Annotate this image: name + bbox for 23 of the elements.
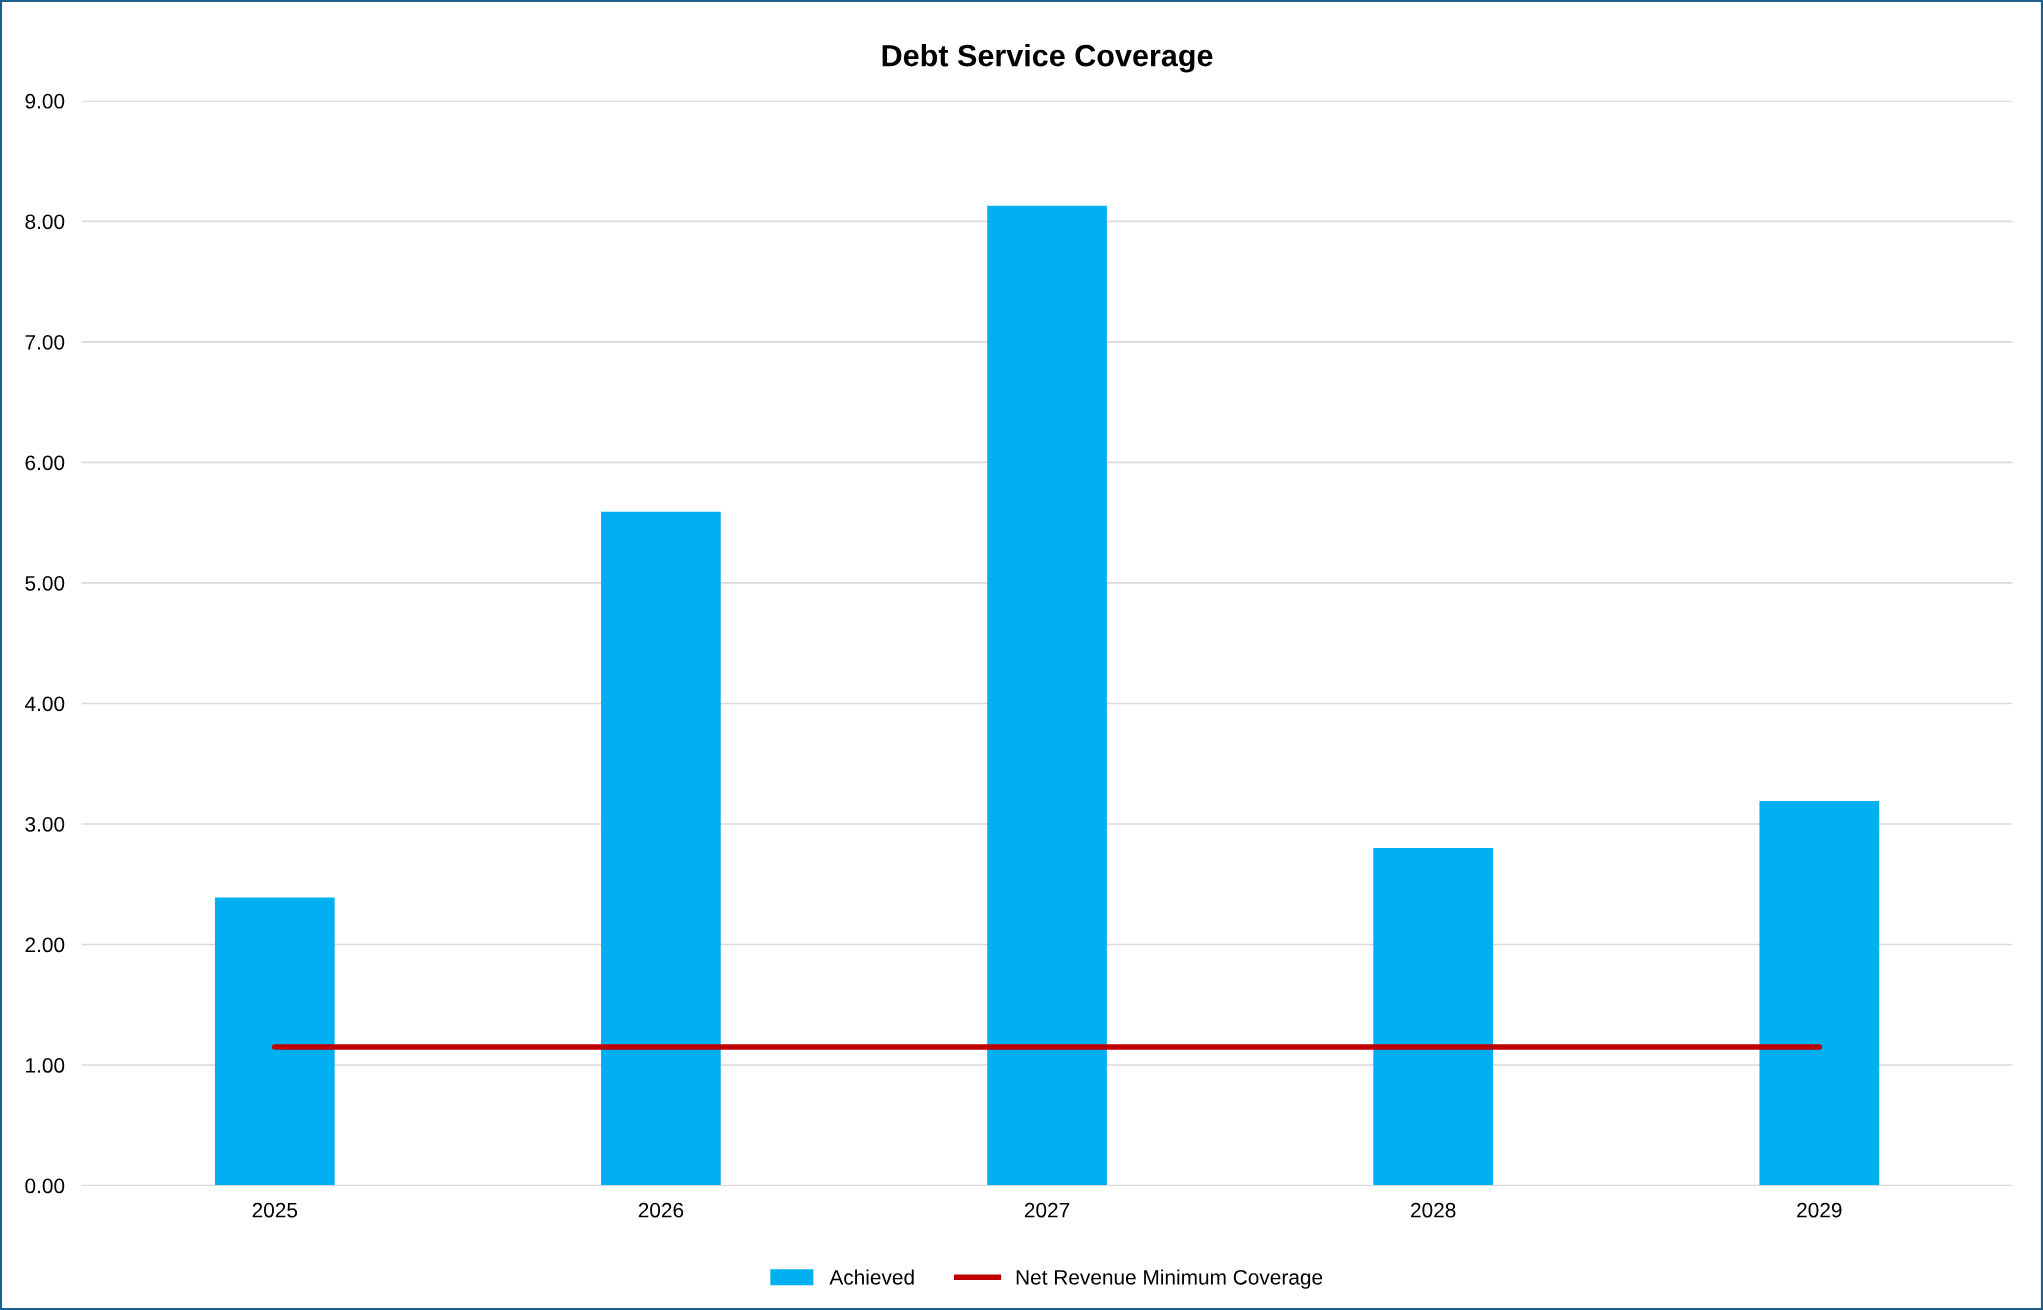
x-tick-label: 2026 [638, 1202, 684, 1218]
y-tick-label: 5.00 [25, 575, 65, 591]
bar [1759, 801, 1880, 1186]
x-tick-label: 2028 [1411, 1202, 1456, 1218]
y-tick-label: 1.00 [26, 1058, 65, 1073]
bar [987, 205, 1107, 1186]
y-tick-label: 9.00 [25, 93, 65, 109]
legend-label: Achieved [829, 1269, 914, 1285]
legend-label: Net Revenue Minimum Coverage [1016, 1269, 1323, 1289]
y-tick-label: 7.00 [25, 334, 65, 350]
y-tick-label: 8.00 [25, 214, 65, 230]
y-tick-label: 3.00 [25, 816, 65, 832]
x-tick-label: 2029 [1797, 1202, 1842, 1218]
bar [601, 511, 721, 1186]
chart-title: Debt Service Coverage [882, 44, 1213, 73]
bar [1373, 848, 1494, 1186]
y-tick-label: 4.00 [24, 696, 65, 712]
y-tick-label: 0.00 [25, 1178, 65, 1194]
y-tick-label: 2.00 [25, 937, 65, 953]
x-tick-label: 2025 [252, 1202, 298, 1218]
x-tick-label: 2027 [1024, 1202, 1070, 1218]
bar [214, 897, 335, 1186]
y-tick-label: 6.00 [25, 455, 65, 471]
